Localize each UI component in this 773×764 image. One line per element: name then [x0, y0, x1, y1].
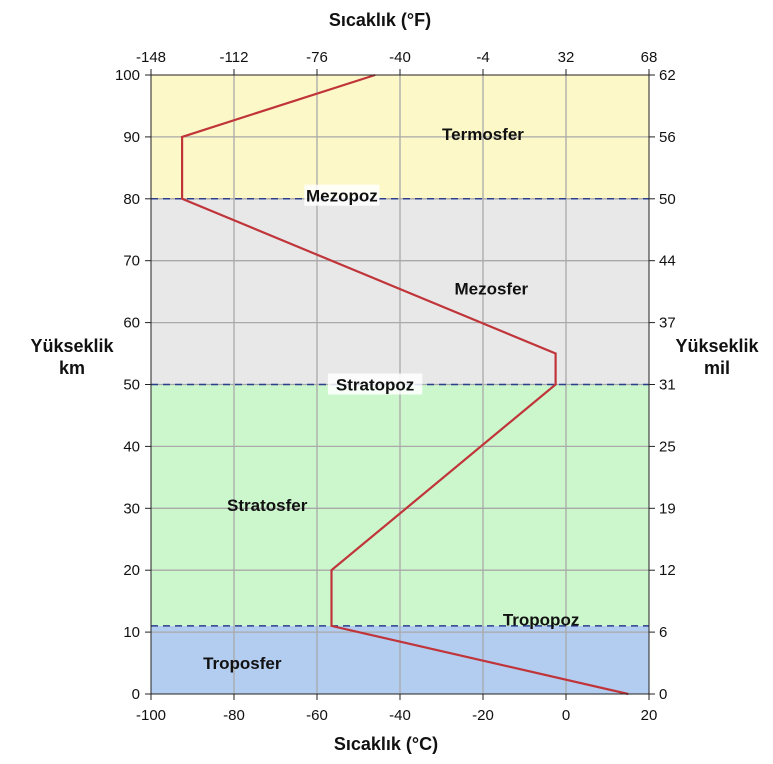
y-left-tick-label: 100: [115, 67, 140, 84]
layer-label-mezosfer: Mezosfer: [454, 280, 528, 299]
left-axis-title-line2: km: [59, 358, 85, 378]
boundary-label-tropopoz: Tropopoz: [503, 611, 579, 630]
x-top-tick-label: -112: [220, 49, 249, 66]
y-right-tick-label: 12: [659, 562, 676, 579]
y-right-tick-label: 19: [659, 500, 676, 517]
y-left-tick-label: 0: [132, 686, 140, 703]
y-right-tick-label: 37: [659, 315, 676, 332]
layer-boundaries: [151, 198, 649, 627]
left-axis-title-line1: Yükseklik: [30, 336, 114, 356]
x-bottom-tick-label: -100: [136, 707, 166, 724]
x-bottom-tick-label: 0: [562, 707, 570, 724]
boundary-label-bg: [304, 184, 380, 206]
temperature-profile: [181, 73, 629, 696]
y-right-tick-label: 0: [659, 686, 667, 703]
y-left-tick-label: 20: [123, 562, 140, 579]
y-left-tick-label: 40: [123, 438, 140, 455]
y-right-tick-label: 50: [659, 191, 676, 208]
x-bottom-tick-label: -40: [389, 707, 411, 724]
y-left-tick-label: 30: [123, 500, 140, 517]
y-right-tick-label: 56: [659, 129, 676, 146]
tick-marks: [145, 69, 655, 700]
top-axis-title: Sıcaklık (°F): [329, 10, 431, 30]
right-axis-title-line1: Yükseklik: [675, 336, 759, 356]
y-right-tick-label: 6: [659, 624, 667, 641]
layer-label-termosfer: Termosfer: [442, 125, 524, 144]
y-left-tick-label: 60: [123, 315, 140, 332]
x-top-tick-label: 32: [558, 49, 575, 66]
layer-label-stratosfer: Stratosfer: [227, 496, 308, 515]
x-bottom-tick-label: 20: [641, 707, 658, 724]
y-left-tick-label: 90: [123, 129, 140, 146]
x-top-tick-label: -4: [476, 49, 489, 66]
boundary-label-bg: [327, 373, 423, 395]
x-bottom-tick-label: -20: [472, 707, 494, 724]
y-right-tick-label: 31: [659, 377, 676, 394]
x-top-tick-label: -148: [136, 49, 166, 66]
y-left-tick-label: 50: [123, 377, 140, 394]
y-left-tick-label: 10: [123, 624, 140, 641]
right-axis-title-line2: mil: [704, 358, 730, 378]
chart-labels: -100-148-80-112-60-76-40-40-20-403220680…: [115, 49, 676, 724]
x-top-tick-label: 68: [641, 49, 658, 66]
boundary-label-stratopoz: Stratopoz: [336, 376, 414, 395]
x-bottom-tick-label: -60: [306, 707, 328, 724]
y-left-tick-label: 80: [123, 191, 140, 208]
y-right-tick-label: 62: [659, 67, 676, 84]
boundary-label-mezopoz: Mezopoz: [306, 187, 378, 206]
x-top-tick-label: -76: [306, 49, 328, 66]
temperature-line: [181, 73, 629, 696]
y-right-tick-label: 25: [659, 438, 676, 455]
x-bottom-tick-label: -80: [223, 707, 245, 724]
bottom-axis-title: Sıcaklık (°C): [334, 734, 438, 754]
x-top-tick-label: -40: [389, 49, 411, 66]
y-right-tick-label: 44: [659, 253, 676, 270]
layer-label-troposfer: Troposfer: [203, 654, 282, 673]
y-left-tick-label: 70: [123, 253, 140, 270]
